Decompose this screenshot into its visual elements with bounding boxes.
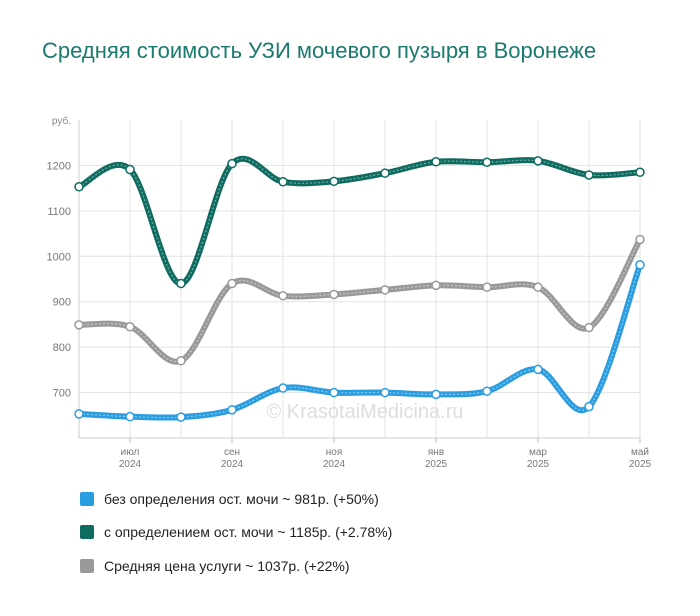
data-point [329, 176, 339, 187]
data-point [584, 401, 594, 412]
data-point [380, 285, 390, 295]
x-tick-label: 2024 [119, 459, 142, 470]
data-point [635, 260, 645, 270]
data-point [278, 291, 288, 301]
data-point [176, 412, 186, 422]
series-line-highlight [78, 158, 641, 285]
y-tick-label: 900 [53, 297, 71, 309]
x-tick-label: янв [428, 447, 444, 458]
data-point [125, 321, 135, 332]
y-tick-label: 700 [53, 388, 71, 400]
data-point [431, 280, 441, 291]
data-points [74, 156, 645, 422]
data-point [431, 157, 441, 167]
chart-title: Средняя стоимость УЗИ мочевого пузыря в … [42, 38, 597, 63]
data-point [278, 383, 288, 393]
data-point [380, 387, 390, 398]
y-tick-label: 1100 [47, 206, 71, 218]
data-point [380, 168, 390, 178]
x-tick-label: июл [121, 447, 140, 458]
grid [78, 120, 641, 438]
data-point [584, 170, 594, 180]
x-tick-label: 2024 [221, 459, 244, 470]
legend-swatch [80, 559, 94, 573]
data-point [176, 356, 186, 366]
legend-swatch [80, 525, 94, 539]
data-point [584, 322, 594, 333]
data-point [329, 289, 339, 300]
data-point [329, 387, 339, 398]
x-tick-label: ноя [326, 447, 343, 458]
data-point [227, 278, 237, 289]
data-point [176, 278, 186, 289]
line-chart: © KrasotaiMedicina.ru 700800900100011001… [47, 115, 652, 470]
data-point [533, 156, 543, 166]
watermark: © KrasotaiMedicina.ru [266, 401, 463, 423]
data-point [227, 405, 237, 415]
axes: 700800900100011001200руб.июл2024сен2024н… [47, 115, 652, 470]
legend-label: без определения ост. мочи ~ 981р. (+50%) [104, 491, 379, 507]
data-point [635, 234, 645, 245]
x-tick-label: сен [224, 447, 240, 458]
data-point [125, 411, 135, 422]
legend-swatch [80, 492, 94, 506]
data-point [482, 386, 492, 396]
series-line [76, 261, 643, 421]
data-point [482, 157, 492, 167]
data-point [278, 177, 288, 187]
data-point [533, 282, 543, 292]
x-tick-label: май [631, 447, 649, 458]
legend-item[interactable]: без определения ост. мочи ~ 981р. (+50%) [80, 488, 379, 510]
x-tick-label: 2025 [527, 459, 550, 470]
data-point [533, 364, 543, 375]
legend-label: с определением ост. мочи ~ 1185р. (+2.78… [104, 524, 393, 540]
x-tick-label: мар [529, 447, 547, 458]
x-tick-label: 2025 [425, 459, 448, 470]
data-point [125, 164, 135, 175]
y-unit-label: руб. [52, 115, 71, 127]
data-point [482, 282, 492, 292]
y-tick-label: 800 [53, 342, 71, 354]
data-point [74, 182, 84, 192]
data-point [74, 320, 84, 330]
y-tick-label: 1200 [47, 160, 71, 172]
y-tick-label: 1000 [47, 251, 71, 263]
legend-item[interactable]: с определением ост. мочи ~ 1185р. (+2.78… [80, 521, 392, 543]
legend-item[interactable]: Средняя цена услуги ~ 1037р. (+22%) [80, 555, 350, 577]
data-point [635, 167, 645, 177]
data-point [431, 389, 441, 400]
legend-label: Средняя цена услуги ~ 1037р. (+22%) [104, 558, 350, 574]
x-tick-label: 2025 [629, 459, 652, 470]
x-tick-label: 2024 [323, 459, 346, 470]
series-lines [76, 155, 643, 421]
series-line-highlight [78, 239, 641, 363]
data-point [227, 158, 237, 169]
data-point [74, 409, 84, 419]
